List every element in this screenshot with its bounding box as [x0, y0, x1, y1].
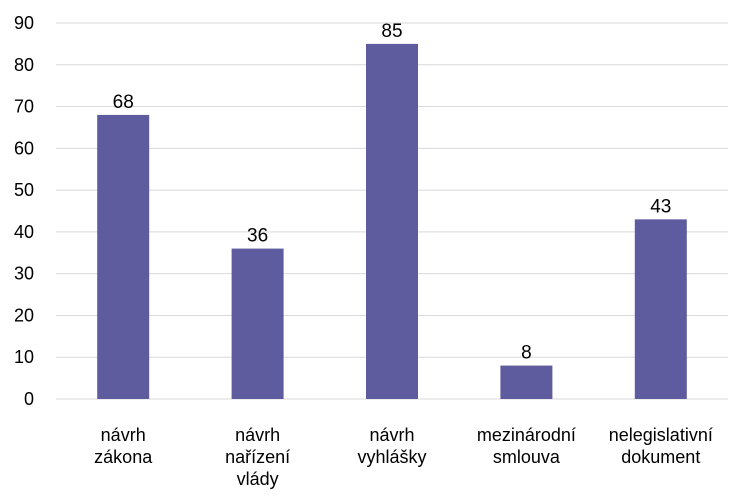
data-labels: 68 36 85 8 43	[113, 21, 672, 364]
y-tick-label: 60	[14, 138, 34, 158]
y-tick-label: 50	[14, 180, 34, 200]
y-tick-label: 80	[14, 55, 34, 75]
data-label: 85	[381, 21, 402, 42]
x-category-label: návrh vyhlášky	[357, 425, 426, 467]
y-tick-label: 90	[14, 13, 34, 33]
bar	[500, 365, 553, 399]
data-label: 43	[650, 196, 671, 217]
x-category-label: mezinárodní smlouva	[477, 425, 576, 467]
y-tick-label: 10	[14, 347, 34, 367]
x-category-label: návrh nařízení vlády	[225, 425, 290, 489]
bar	[634, 219, 687, 399]
bar	[366, 43, 418, 400]
y-tick-label: 70	[14, 97, 34, 117]
bars	[97, 43, 687, 400]
y-axis-tick-labels: 0 10 20 30 40 50 60 70 80 90	[14, 13, 34, 409]
x-category-label: nelegislativní dokument	[609, 425, 713, 467]
bar	[231, 248, 284, 399]
data-label: 8	[521, 343, 532, 364]
y-tick-label: 30	[14, 264, 34, 284]
x-axis-category-labels: návrh zákona návrh nařízení vlády návrh vyhláš…	[94, 425, 713, 489]
data-label: 68	[113, 92, 134, 113]
y-tick-label: 20	[14, 305, 34, 325]
x-category-label: návrh zákona	[94, 425, 153, 467]
data-label: 36	[247, 226, 268, 247]
y-tick-label: 0	[24, 389, 34, 409]
y-tick-label: 40	[14, 222, 34, 242]
bar	[97, 114, 150, 400]
